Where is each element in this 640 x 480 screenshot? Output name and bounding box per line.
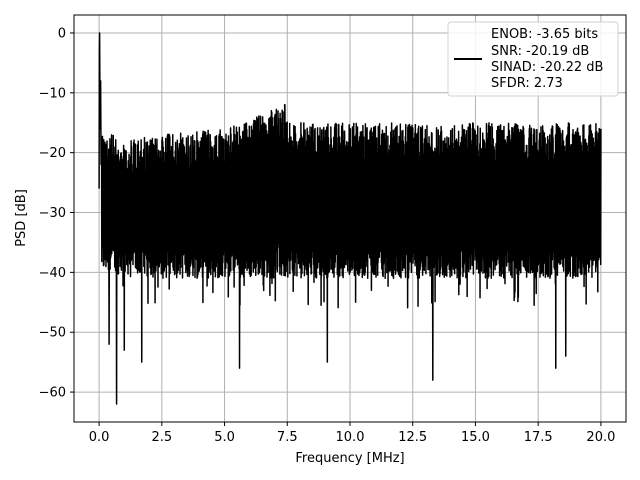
x-tick-label: 15.0 [461,430,490,445]
y-axis-label: PSD [dB] [14,189,29,247]
x-tick-label: 12.5 [398,430,427,445]
y-tick-label: −30 [39,206,66,221]
x-tick-label: 0.0 [89,430,110,445]
x-tick-label: 2.5 [151,430,172,445]
x-axis-label: Frequency [MHz] [295,451,404,466]
x-tick-label: 20.0 [586,430,615,445]
x-tick-label: 17.5 [524,430,553,445]
y-tick-label: −50 [39,326,66,341]
y-tick-label: −60 [39,386,66,401]
plot-area [98,32,602,405]
y-tick-label: 0 [58,26,66,41]
y-axis: 0 −10 −20 −30 −40 −50 −60 [39,26,74,401]
y-tick-label: −40 [39,266,66,281]
legend-entry-enob: ENOB: -3.65 bits [491,27,598,42]
x-tick-label: 7.5 [277,430,298,445]
x-tick-label: 10.0 [336,430,365,445]
legend-box [447,21,619,97]
y-tick-label: −10 [39,86,66,101]
x-axis: 0.0 2.5 5.0 7.5 10.0 12.5 15.0 17.5 20.0 [89,422,615,445]
legend-entry-sfdr: SFDR: 2.73 [491,76,563,91]
legend-entry-sinad: SINAD: -20.22 dB [491,60,603,75]
legend-entry-snr: SNR: -20.19 dB [491,44,589,59]
psd-series-line [98,32,602,405]
x-tick-label: 5.0 [214,430,235,445]
y-tick-label: −20 [39,146,66,161]
legend: ENOB: -3.65 bits SNR: -20.19 dB SINAD: -… [447,21,619,97]
